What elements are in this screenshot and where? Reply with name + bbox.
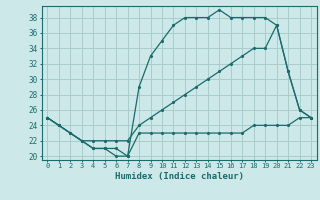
X-axis label: Humidex (Indice chaleur): Humidex (Indice chaleur) [115, 172, 244, 181]
